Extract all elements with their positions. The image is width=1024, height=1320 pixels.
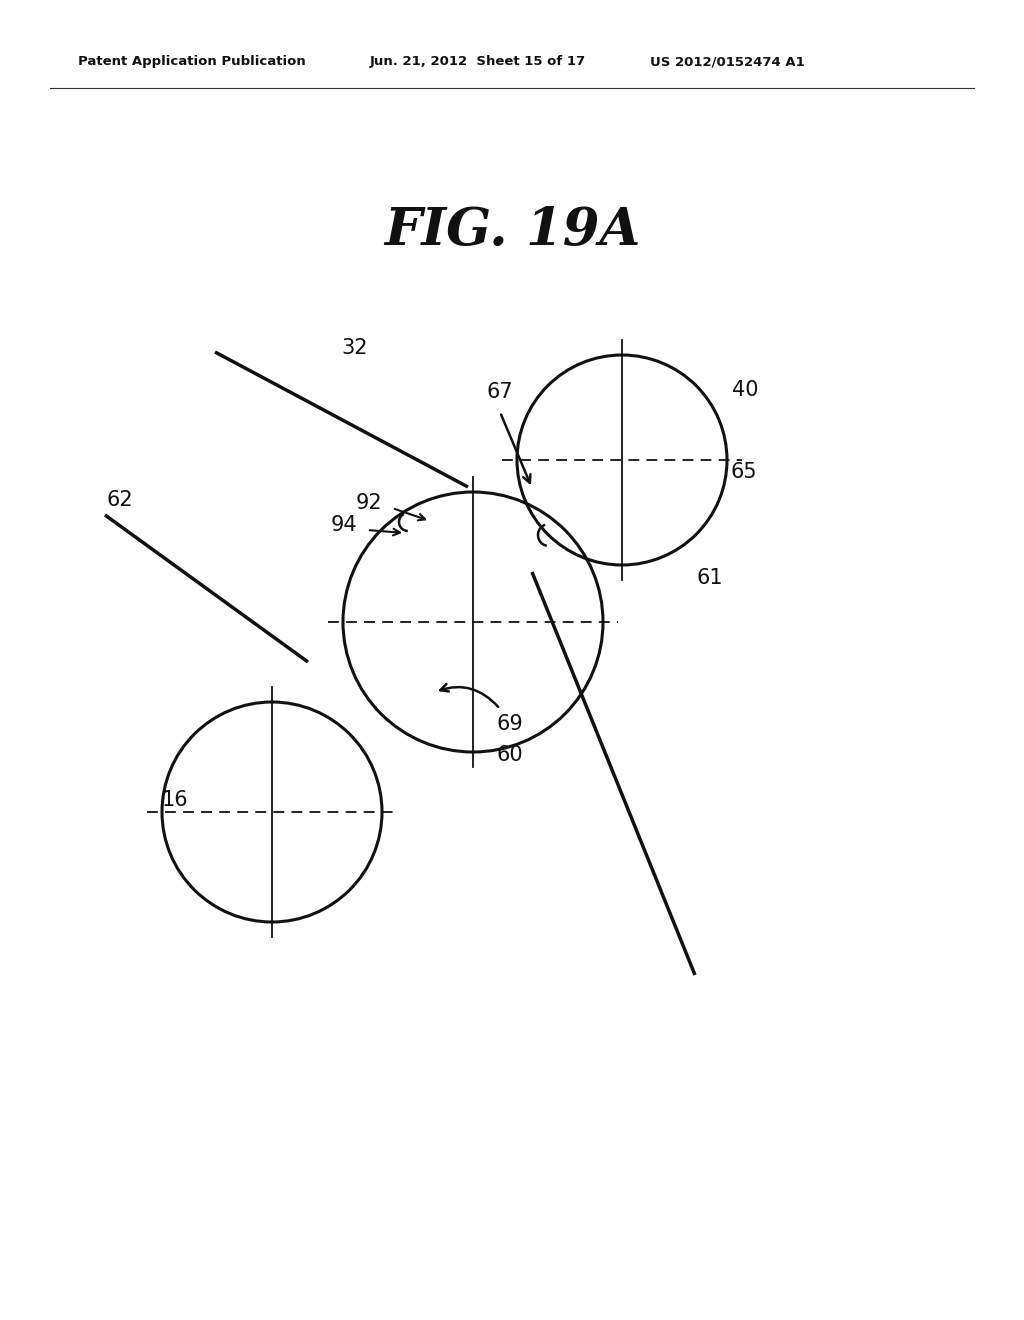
Text: 69: 69 — [497, 714, 523, 734]
Text: Patent Application Publication: Patent Application Publication — [78, 55, 306, 69]
Text: 65: 65 — [730, 462, 757, 482]
Text: 94: 94 — [331, 515, 357, 535]
Text: US 2012/0152474 A1: US 2012/0152474 A1 — [650, 55, 805, 69]
Text: 67: 67 — [486, 381, 513, 403]
Text: FIG. 19A: FIG. 19A — [384, 205, 640, 256]
Text: 60: 60 — [497, 744, 523, 766]
Text: Jun. 21, 2012  Sheet 15 of 17: Jun. 21, 2012 Sheet 15 of 17 — [370, 55, 586, 69]
Text: 16: 16 — [162, 789, 188, 810]
Text: 40: 40 — [732, 380, 758, 400]
Text: 61: 61 — [696, 568, 723, 587]
Text: 92: 92 — [355, 492, 382, 513]
Text: 62: 62 — [106, 490, 133, 510]
Text: 32: 32 — [342, 338, 369, 358]
